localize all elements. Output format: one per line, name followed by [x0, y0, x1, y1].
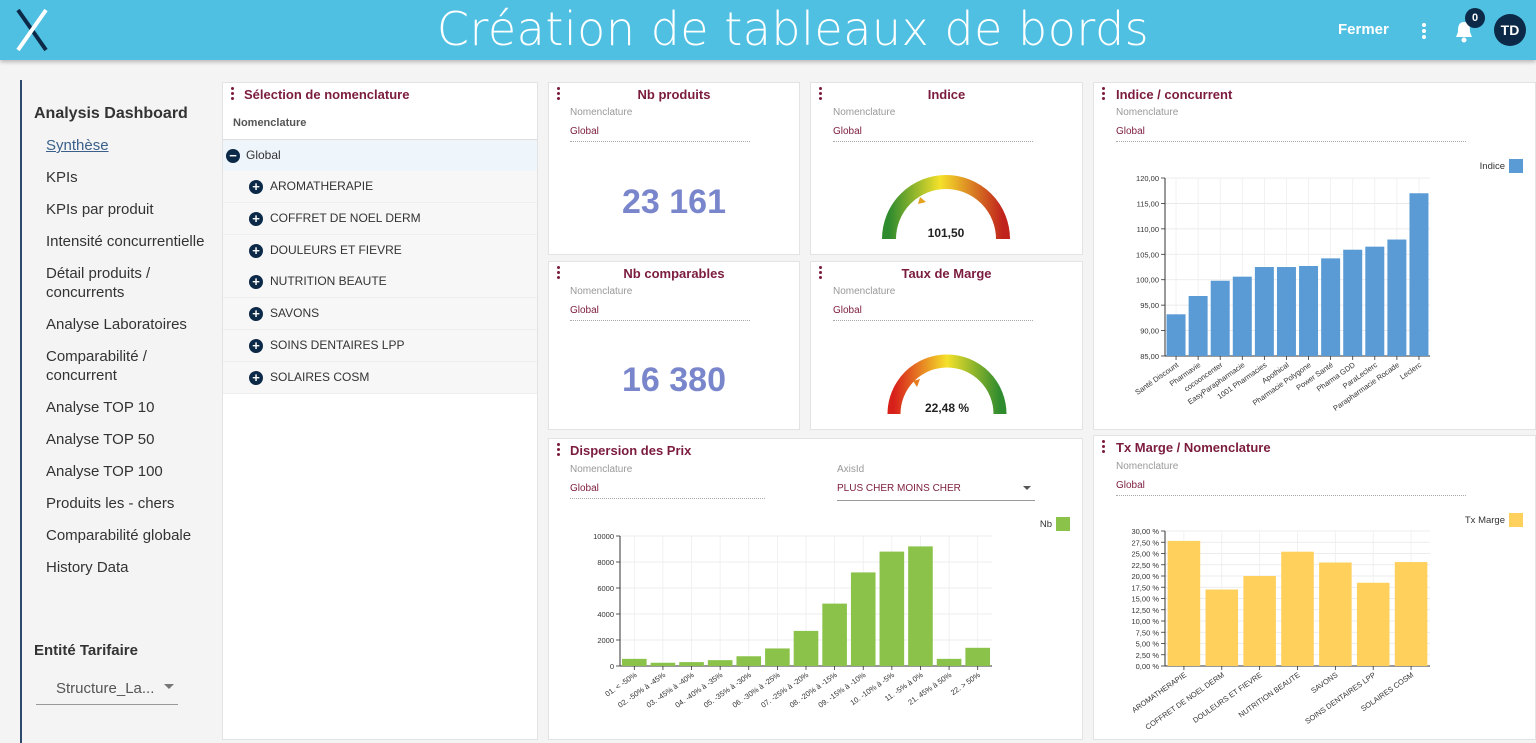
- tree-label: DOULEURS ET FIEVRE: [270, 242, 402, 257]
- panel-title: Tx Marge / Nomenclature: [1116, 440, 1271, 455]
- nb-comparables-panel: Nb comparables Nomenclature Global 16 38…: [548, 261, 800, 430]
- field-value[interactable]: Global: [1116, 126, 1466, 142]
- entity-label: Entité Tarifaire: [34, 642, 138, 659]
- field-value[interactable]: Global: [833, 305, 1033, 321]
- tree-label: Global: [246, 148, 281, 162]
- axis-label: AxisId: [837, 464, 865, 475]
- column-header: Nomenclature: [233, 117, 307, 129]
- field-value[interactable]: Global: [1116, 480, 1466, 496]
- expand-icon[interactable]: +: [249, 339, 263, 353]
- nav-item[interactable]: History Data: [46, 559, 129, 576]
- nav-item[interactable]: Intensité concurrentielle: [46, 233, 205, 250]
- menu-icon[interactable]: [1418, 21, 1430, 41]
- panel-title: Nb comparables: [623, 266, 725, 281]
- tree-row[interactable]: + SOINS DENTAIRES LPP: [223, 330, 537, 362]
- tree-label: SOLAIRES COSM: [270, 369, 370, 384]
- panel-title: Dispersion des Prix: [570, 443, 692, 458]
- dispersion-panel: Dispersion des Prix Nomenclature Global …: [548, 438, 1083, 740]
- tree-row[interactable]: + AROMATHERAPIE: [223, 171, 537, 203]
- field-label: Nomenclature: [833, 286, 896, 297]
- avatar[interactable]: TD: [1494, 14, 1526, 46]
- notification-badge: 0: [1465, 8, 1485, 28]
- expand-icon[interactable]: +: [249, 275, 263, 290]
- entity-value: Structure_La...: [56, 680, 155, 697]
- logo[interactable]: [14, 8, 50, 52]
- tx-marge-panel: Tx Marge / Nomenclature Nomenclature Glo…: [1093, 435, 1536, 740]
- field-label: Nomenclature: [570, 464, 633, 475]
- nav-item[interactable]: Produits les - chers: [46, 495, 175, 512]
- axis-value: PLUS CHER MOINS CHER: [837, 483, 961, 494]
- tree-row[interactable]: + DOULEURS ET FIEVRE: [223, 234, 537, 267]
- nav-item[interactable]: Analyse TOP 50: [46, 431, 155, 448]
- gauge-value: 101,50: [928, 226, 965, 240]
- tree-row[interactable]: + SOLAIRES COSM: [223, 361, 537, 394]
- tree-row[interactable]: + NUTRITION BEAUTE: [223, 266, 537, 299]
- field-label: Nomenclature: [570, 107, 633, 118]
- nav-item[interactable]: Analyse TOP 10: [46, 399, 155, 416]
- tree-row[interactable]: + COFFRET DE NOEL DERM: [223, 202, 537, 235]
- expand-icon[interactable]: +: [249, 307, 263, 322]
- tree-label: SAVONS: [270, 306, 320, 321]
- app-title: Création de tableaux de bords: [436, 2, 1150, 56]
- nav-item[interactable]: Détail produits / concurrents: [46, 265, 151, 301]
- tree-label: NUTRITION BEAUTE: [270, 274, 387, 289]
- tree-root[interactable]: − Global: [223, 139, 537, 172]
- taux-marge-panel: Taux de Marge Nomenclature Global 22,48 …: [810, 261, 1083, 430]
- expand-icon[interactable]: +: [249, 243, 263, 258]
- kpi-value: 23 161: [622, 183, 726, 221]
- panel-title: Sélection de nomenclature: [244, 87, 410, 102]
- indice-concurrent-panel: Indice / concurrent Nomenclature Global: [1093, 82, 1536, 430]
- nav-item[interactable]: KPIs par produit: [46, 201, 154, 218]
- panel-title: Indice / concurrent: [1116, 87, 1233, 102]
- nav-item[interactable]: Comparabilité globale: [46, 527, 192, 544]
- field-value[interactable]: Global: [570, 126, 750, 142]
- nav-item[interactable]: Analyse TOP 100: [46, 463, 163, 480]
- entity-select[interactable]: Structure_La...: [36, 680, 178, 705]
- nav-item[interactable]: Analyse Laboratoires: [46, 316, 187, 333]
- tree-label: SOINS DENTAIRES LPP: [270, 338, 405, 352]
- field-label: Nomenclature: [570, 286, 633, 297]
- field-label: Nomenclature: [1116, 107, 1179, 118]
- nav-item[interactable]: Synthèse: [46, 137, 109, 154]
- nomenclature-panel: Sélection de nomenclature Nomenclature −…: [222, 82, 538, 740]
- expand-icon[interactable]: +: [249, 180, 263, 194]
- field-label: Nomenclature: [1116, 461, 1179, 472]
- indice-panel: Indice Nomenclature Global 101,50: [810, 82, 1083, 255]
- sidebar-title: Analysis Dashboard: [34, 105, 188, 122]
- tree-row[interactable]: + SAVONS: [223, 298, 537, 331]
- field-value[interactable]: Global: [833, 126, 1033, 142]
- panel-title: Taux de Marge: [901, 266, 992, 281]
- nav-item[interactable]: KPIs: [46, 169, 78, 186]
- panel-title: Nb produits: [637, 87, 711, 102]
- gauge: 101,50: [882, 175, 1010, 240]
- sidebar: Analysis Dashboard Synthèse KPIs KPIs par …: [20, 80, 212, 743]
- field-value[interactable]: Global: [570, 305, 750, 321]
- expand-icon[interactable]: +: [249, 211, 263, 226]
- nav-item[interactable]: Comparabilité / concurrent: [46, 348, 147, 384]
- header: Création de tableaux de bords Fermer 0 T…: [0, 0, 1536, 60]
- tree-label: AROMATHERAPIE: [270, 179, 374, 193]
- tree-label: COFFRET DE NOEL DERM: [270, 210, 421, 225]
- axis-select[interactable]: PLUS CHER MOINS CHER: [837, 483, 1035, 501]
- nb-produits-panel: Nb produits Nomenclature Global 23 161: [548, 82, 800, 255]
- field-value[interactable]: Global: [570, 483, 765, 499]
- gauge-value: 22,48 %: [925, 401, 969, 415]
- panel-title: Indice: [927, 87, 966, 102]
- nav-list: Synthèse KPIs KPIs par produit Intensité co…: [46, 136, 211, 590]
- kpi-value: 16 380: [622, 361, 726, 399]
- close-button[interactable]: Fermer: [1338, 21, 1389, 38]
- field-label: Nomenclature: [833, 107, 896, 118]
- gauge: 22,48 %: [887, 354, 1007, 415]
- expand-icon[interactable]: +: [249, 370, 263, 385]
